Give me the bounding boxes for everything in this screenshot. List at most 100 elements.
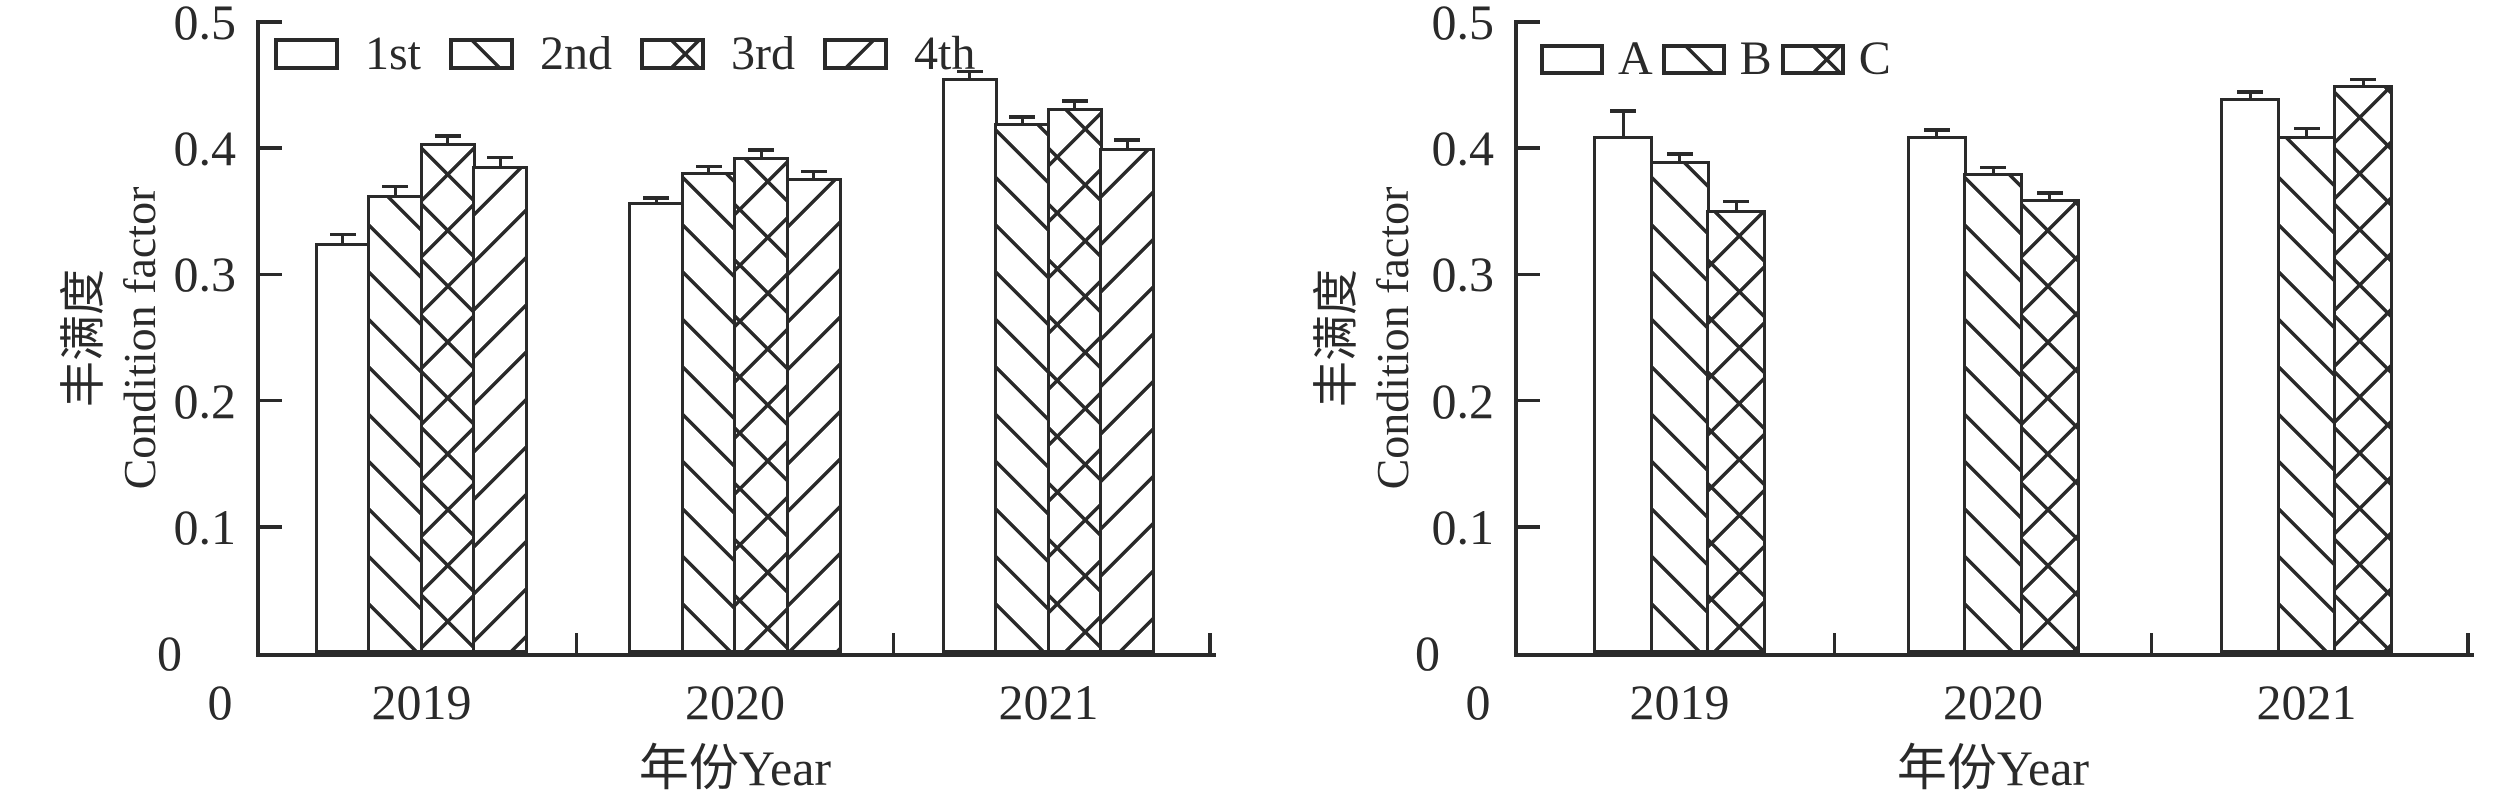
y-axis-title: 丰满度 Condition factor — [1309, 186, 1421, 489]
y-tick-label-0.5: 0.5 — [1431, 0, 1495, 50]
legend-swatch-2nd — [449, 38, 515, 70]
x-category-label-2019: 2019 — [1629, 674, 1730, 730]
y-tick-label-0.1: 0.1 — [1431, 498, 1495, 555]
bar-3rd-2021 — [1046, 107, 1103, 653]
y-tick-label-0.2: 0.2 — [173, 372, 237, 429]
errorbar-cap-2nd-2021 — [1009, 115, 1036, 119]
y-axis — [256, 20, 260, 657]
legend-label-3rd: 3rd — [731, 27, 795, 80]
errorbar-cap-A-2021 — [2237, 90, 2263, 94]
errorbar-cap-4th-2019 — [487, 155, 514, 160]
x-minor-tick-0 — [574, 633, 579, 653]
errorbar-whisker-1st-2020 — [654, 198, 658, 203]
y-tick-0.5 — [1518, 20, 1540, 24]
errorbar-cap-C-2021 — [2350, 77, 2376, 82]
chart-panel-left: 0 0.1 0.2 0.3 0.4 0.5 0 2019 2020 2021 1st 2nd 3rd 4t… — [56, 0, 1216, 796]
errorbar-cap-1st-2020 — [643, 196, 670, 200]
bar-B-2021 — [2276, 135, 2337, 653]
legend-label-2nd: 2nd — [540, 27, 613, 80]
errorbar-cap-B-2021 — [2293, 126, 2320, 131]
errorbar-whisker-C-2019 — [1734, 202, 1738, 211]
legend-swatch-1st — [274, 38, 339, 70]
y-tick-0.4 — [1518, 146, 1540, 150]
bar-C-2020 — [2019, 198, 2080, 653]
x-axis — [1514, 653, 2474, 657]
bar-2nd-2021 — [994, 122, 1051, 653]
chart-panel-right: 0 0.1 0.2 0.3 0.4 0.5 0 2019 2020 2021 A B C 丰满度 Condi… — [1260, 0, 2520, 804]
y-axis-title-line-1: 丰满度 — [1311, 268, 1362, 407]
errorbar-cap-3rd-2019 — [434, 134, 461, 138]
y-tick-0.3 — [260, 272, 282, 277]
y-tick-label-0.5: 0.5 — [173, 0, 237, 50]
errorbar-whisker-2nd-2020 — [707, 167, 711, 173]
errorbar-cap-C-2020 — [2036, 191, 2063, 195]
errorbar-cap-4th-2020 — [800, 169, 827, 174]
y-axis-title: 丰满度 Condition factor — [56, 186, 168, 489]
y-tick-label-0: 0 — [1415, 625, 1440, 681]
y-tick-label-0.4: 0.4 — [173, 120, 237, 177]
bar-C-2019 — [1706, 210, 1766, 653]
y-tick-0.1 — [260, 525, 282, 529]
x-category-label-2020: 2020 — [685, 674, 785, 730]
legend-swatch-4th — [823, 38, 888, 70]
bar-1st-2019 — [314, 242, 371, 653]
x-category-label-2021: 2021 — [998, 674, 1099, 730]
bar-2nd-2020 — [680, 172, 737, 653]
y-tick-0.4 — [260, 146, 282, 150]
errorbar-cap-A-2020 — [1923, 128, 1950, 132]
legend-label-C: C — [1858, 32, 1891, 85]
legend-label-A: A — [1618, 32, 1653, 85]
errorbar-whisker-2nd-2019 — [393, 187, 397, 195]
x-axis — [256, 653, 1216, 657]
y-tick-0.1 — [1518, 525, 1540, 529]
errorbar-whisker-A-2021 — [2248, 92, 2252, 98]
bar-A-2019 — [1593, 135, 1653, 653]
y-axis-title-line-2: Condition factor — [1367, 186, 1418, 489]
errorbar-whisker-3rd-2019 — [446, 136, 450, 144]
errorbar-whisker-C-2020 — [2048, 193, 2051, 199]
errorbar-whisker-3rd-2021 — [1073, 101, 1077, 108]
y-tick-0.3 — [1518, 272, 1540, 277]
x-category-label-2020: 2020 — [1943, 674, 2043, 730]
x-origin-label: 0 — [1465, 674, 1491, 730]
y-tick-label-0.3: 0.3 — [173, 246, 237, 303]
legend-label-B: B — [1739, 32, 1772, 85]
y-axis-title-line-2: Condition factor — [114, 186, 165, 489]
errorbar-whisker-B-2019 — [1678, 154, 1681, 161]
errorbar-whisker-4th-2019 — [498, 158, 502, 166]
legend-swatch-B — [1661, 43, 1726, 75]
bar-3rd-2020 — [733, 157, 790, 653]
x-minor-tick-0 — [1832, 633, 1837, 653]
y-tick-0.2 — [260, 398, 282, 403]
errorbar-whisker-4th-2020 — [812, 172, 816, 179]
x-minor-tick-2 — [2466, 633, 2470, 653]
bar-A-2021 — [2220, 97, 2280, 653]
y-tick-label-0.4: 0.4 — [1431, 120, 1495, 177]
y-tick-label-0.3: 0.3 — [1431, 246, 1495, 303]
y-tick-label-0.2: 0.2 — [1431, 372, 1495, 429]
bar-1st-2020 — [628, 202, 685, 653]
bar-4th-2020 — [785, 178, 842, 653]
x-axis-title: 年份Year — [1896, 740, 2090, 796]
errorbar-cap-C-2019 — [1723, 199, 1749, 204]
errorbar-cap-3rd-2020 — [748, 148, 775, 152]
errorbar-cap-1st-2019 — [329, 232, 356, 237]
x-origin-label: 0 — [207, 674, 233, 730]
y-axis-title-line-1: 丰满度 — [58, 268, 109, 407]
legend: A B C — [1540, 35, 1891, 83]
bar-B-2019 — [1649, 160, 1710, 653]
y-tick-label-0.1: 0.1 — [173, 498, 237, 555]
errorbar-whisker-1st-2019 — [341, 235, 345, 243]
x-minor-tick-2 — [1208, 633, 1212, 653]
y-axis — [1514, 20, 1518, 657]
errorbar-whisker-C-2021 — [2361, 80, 2365, 86]
errorbar-whisker-A-2019 — [1621, 111, 1625, 136]
errorbar-cap-1st-2021 — [956, 69, 983, 74]
errorbar-whisker-A-2020 — [1935, 130, 1938, 136]
x-category-label-2021: 2021 — [2256, 674, 2357, 730]
errorbar-cap-B-2019 — [1666, 152, 1693, 156]
legend-label-1st: 1st — [365, 27, 422, 80]
errorbar-whisker-4th-2021 — [1125, 140, 1129, 149]
errorbar-whisker-B-2020 — [1991, 168, 1995, 174]
legend-swatch-A — [1540, 43, 1604, 75]
